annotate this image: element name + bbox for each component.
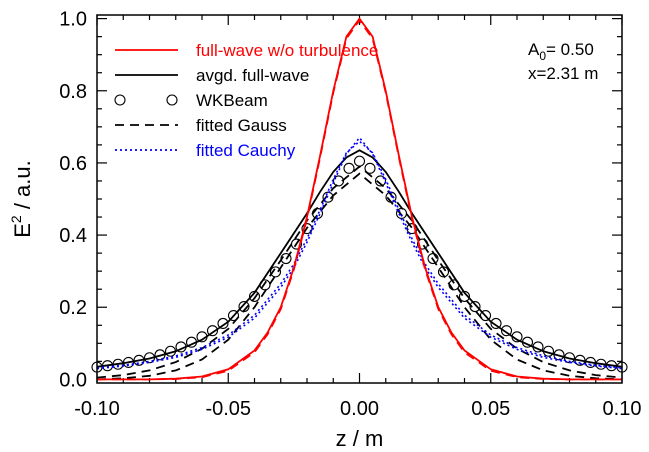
wkbeam-point: [217, 317, 229, 330]
series-line: [96, 140, 623, 369]
series-line: [96, 136, 623, 370]
wkbeam-point: [469, 300, 481, 313]
legend-marker: [166, 94, 178, 106]
wkbeam-point: [343, 162, 355, 174]
series-layer: [91, 17, 628, 381]
wkbeam-point: [353, 155, 366, 167]
x-tick-label: 0.05: [471, 398, 510, 420]
wkbeam-point: [227, 309, 240, 322]
legend-label: fitted Gauss: [196, 116, 287, 135]
legend-label: full-wave w/o turbulence: [196, 41, 378, 60]
series-line: [96, 172, 623, 381]
amplitude-annotation: A0= 0.50: [528, 40, 594, 63]
wkbeam-point: [500, 325, 513, 337]
series-line: [97, 17, 622, 381]
legend-label: avgd. full-wave: [196, 66, 309, 85]
plot-frame: [96, 14, 623, 384]
y-tick-label: 0.0: [59, 369, 87, 391]
legend-marker: [114, 94, 126, 106]
ticks-layer: -0.10 -0.05 0.00 0.05 0.10 0.0 0.2 0.4 0.6 0.8 1.0: [59, 9, 641, 420]
x-tick-label: -0.10: [74, 398, 120, 420]
x-tick-label: 0.00: [340, 398, 379, 420]
y-tick-label: 0.4: [59, 225, 87, 247]
legend-label: WKBeam: [196, 91, 268, 110]
wkbeam-point: [490, 317, 502, 330]
wkbeam-point: [206, 325, 219, 337]
legend-label: fitted Cauchy: [196, 141, 296, 160]
y-axis-title: E2 / a.u.: [8, 160, 35, 238]
series-line: [96, 165, 623, 379]
legend: full-wave w/o turbulence avgd. full-wave W…: [114, 41, 378, 160]
wkbeam-point: [374, 175, 387, 187]
wkbeam-point: [364, 162, 376, 174]
series-line: [96, 149, 623, 368]
position-annotation: x=2.31 m: [528, 64, 598, 83]
x-axis-title: z / m: [336, 426, 384, 451]
wkbeam-point: [332, 175, 345, 187]
y-tick-label: 0.8: [59, 81, 87, 103]
y-tick-label: 0.6: [59, 153, 87, 175]
series-line: [97, 18, 622, 381]
wkbeam-point: [269, 266, 282, 278]
wkbeam-point: [301, 223, 313, 235]
x-tick-label: -0.05: [205, 398, 251, 420]
y-tick-label: 0.2: [59, 297, 87, 319]
x-tick-label: 0.10: [603, 398, 642, 420]
y-tick-label: 1.0: [59, 9, 87, 31]
